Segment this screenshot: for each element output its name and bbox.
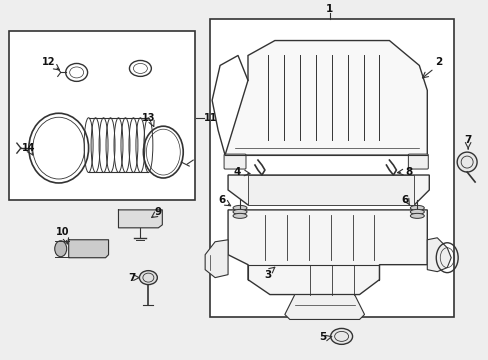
Bar <box>247 175 413 205</box>
Text: 2: 2 <box>435 58 442 67</box>
Polygon shape <box>285 294 364 319</box>
Text: 3: 3 <box>264 270 271 280</box>
Ellipse shape <box>139 271 157 285</box>
FancyBboxPatch shape <box>224 154 245 169</box>
Ellipse shape <box>409 213 424 219</box>
Ellipse shape <box>233 213 246 219</box>
FancyBboxPatch shape <box>407 154 427 169</box>
Text: 11: 11 <box>203 113 217 123</box>
Polygon shape <box>68 240 108 258</box>
Ellipse shape <box>409 210 424 214</box>
Bar <box>210 19 453 318</box>
Ellipse shape <box>409 206 424 210</box>
Text: 6: 6 <box>401 195 408 205</box>
Bar <box>9 31 195 200</box>
Ellipse shape <box>233 210 246 214</box>
Text: 8: 8 <box>405 167 412 177</box>
Polygon shape <box>118 210 162 228</box>
Text: 12: 12 <box>42 58 56 67</box>
Polygon shape <box>227 175 428 205</box>
Text: 9: 9 <box>155 207 162 217</box>
Text: 10: 10 <box>56 227 69 237</box>
Polygon shape <box>224 41 427 155</box>
Text: 7: 7 <box>128 273 136 283</box>
Text: 5: 5 <box>318 332 325 342</box>
Text: 6: 6 <box>218 195 225 205</box>
Polygon shape <box>205 240 227 278</box>
Ellipse shape <box>233 206 246 210</box>
Polygon shape <box>227 210 427 294</box>
Ellipse shape <box>456 152 476 172</box>
Text: 4: 4 <box>233 167 240 177</box>
Text: 14: 14 <box>22 143 36 153</box>
Text: 7: 7 <box>464 135 471 145</box>
Ellipse shape <box>55 241 66 257</box>
Text: 13: 13 <box>142 113 155 123</box>
Text: 1: 1 <box>325 4 333 14</box>
Polygon shape <box>427 238 450 272</box>
Ellipse shape <box>330 328 352 345</box>
